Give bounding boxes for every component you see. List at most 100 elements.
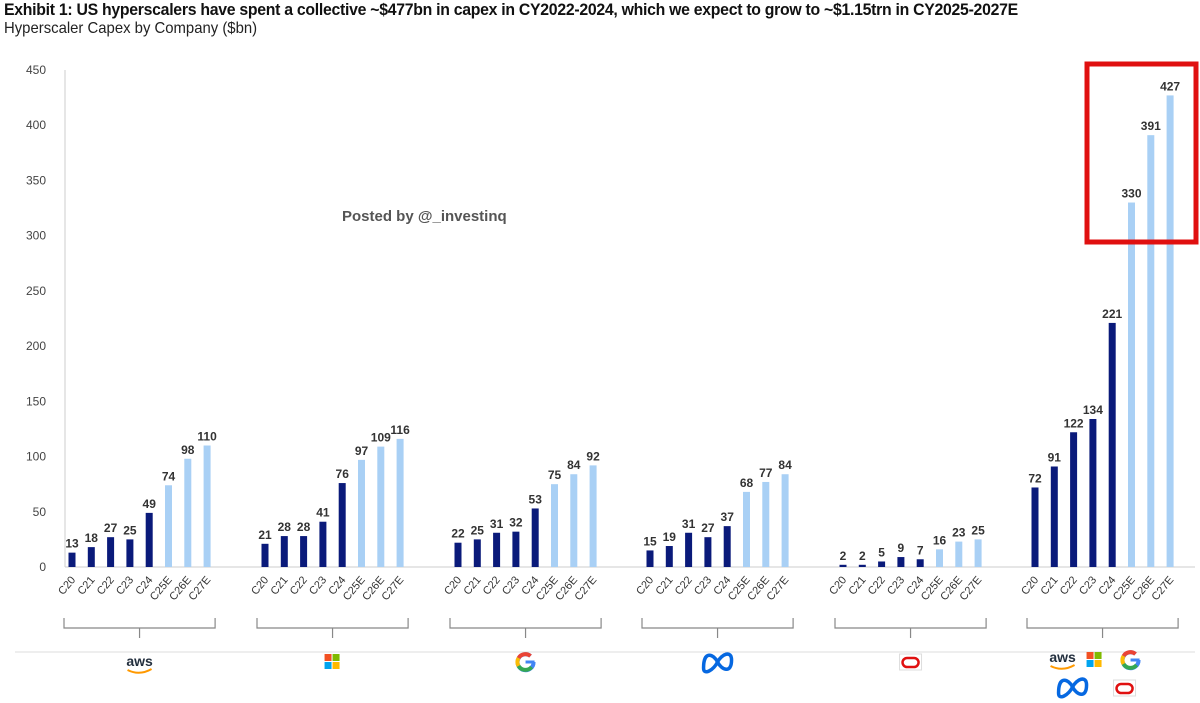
- x-tick-label: C22: [673, 574, 695, 597]
- bar-meta-C24: [723, 526, 731, 567]
- data-label: 134: [1083, 403, 1103, 417]
- data-label: 15: [643, 534, 657, 548]
- data-label: 116: [390, 423, 410, 437]
- data-label: 2: [859, 549, 866, 563]
- group-bracket: [641, 618, 794, 638]
- bar-google-C26E: [570, 474, 578, 567]
- bar-meta-C23: [704, 537, 712, 567]
- data-label: 391: [1141, 119, 1161, 133]
- group-bracket: [834, 618, 987, 638]
- bar-total-C26E: [1147, 135, 1155, 567]
- data-label: 110: [197, 430, 217, 444]
- data-label: 76: [336, 467, 350, 481]
- meta-logo: [1056, 677, 1089, 699]
- data-label: 5: [878, 545, 885, 559]
- data-label: 31: [490, 517, 504, 531]
- x-tick-label: C23: [114, 574, 136, 597]
- bar-aws-C22: [107, 537, 115, 567]
- x-tick-label: C21: [846, 574, 868, 597]
- x-tick-label: C22: [866, 574, 888, 597]
- data-label: 68: [740, 476, 754, 490]
- x-tick-label: C22: [481, 574, 503, 597]
- bar-google-C21: [473, 539, 481, 567]
- bar-google-C24: [531, 508, 539, 567]
- data-label: 32: [509, 516, 523, 530]
- oracle-logo: [901, 656, 920, 669]
- google-logo-green: [516, 664, 534, 672]
- bar-aws-C20: [68, 552, 76, 567]
- data-label: 221: [1102, 307, 1122, 321]
- meta-logo: [701, 652, 734, 674]
- x-tick-label: C21: [1038, 574, 1060, 597]
- bar-aws-C21: [87, 547, 95, 567]
- data-label: 2: [840, 549, 847, 563]
- bar-total-C25E: [1128, 202, 1135, 568]
- bar-total-C21: [1050, 466, 1058, 567]
- x-tick-label: C22: [95, 574, 117, 597]
- data-label: 109: [371, 431, 391, 445]
- bar-oracle-C26E: [955, 541, 963, 567]
- y-tick-label: 250: [26, 284, 46, 298]
- data-label: 7: [917, 543, 924, 557]
- data-label: 19: [663, 530, 677, 544]
- bar-aws-C27E: [203, 445, 211, 567]
- x-tick-label: C20: [634, 574, 656, 597]
- bar-microsoft-C25E: [358, 459, 365, 567]
- x-tick-label: C27E: [1150, 574, 1177, 603]
- group-bracket: [1026, 618, 1179, 638]
- oracle-logo: [1115, 682, 1134, 695]
- x-tick-label: C27E: [765, 574, 792, 603]
- bar-microsoft-C27E: [396, 438, 404, 567]
- y-tick-label: 200: [26, 339, 46, 353]
- x-tick-label: C27E: [958, 574, 985, 603]
- google-logo-yellow: [515, 657, 521, 667]
- bar-total-C20: [1031, 487, 1039, 567]
- y-tick-label: 300: [26, 229, 46, 243]
- data-label: 91: [1048, 450, 1062, 464]
- data-label: 28: [297, 520, 311, 534]
- data-label: 41: [316, 506, 330, 520]
- data-label: 23: [952, 526, 966, 540]
- bar-google-C20: [454, 542, 462, 567]
- x-tick-label: C20: [827, 574, 849, 597]
- x-tick-label: C27E: [187, 574, 214, 603]
- data-label: 25: [971, 523, 985, 537]
- x-tick-label: C27E: [573, 574, 600, 603]
- data-label: 97: [355, 444, 369, 458]
- group-bracket: [256, 618, 409, 638]
- x-tick-label: C21: [75, 574, 97, 597]
- bar-google-C22: [493, 532, 501, 567]
- data-label: 9: [898, 541, 905, 555]
- data-label: 49: [143, 497, 157, 511]
- bar-meta-C25E: [743, 491, 750, 567]
- data-label: 92: [586, 449, 600, 463]
- aws-logo: aws: [126, 653, 153, 669]
- bar-total-C22: [1070, 432, 1078, 567]
- bar-microsoft-C26E: [377, 446, 385, 567]
- data-label: 25: [123, 523, 137, 537]
- microsoft-logo: [1094, 660, 1102, 667]
- bar-google-C25E: [551, 484, 558, 567]
- x-tick-label: C20: [1019, 574, 1041, 597]
- data-label: 98: [181, 443, 195, 457]
- bar-oracle-C22: [878, 561, 886, 567]
- bar-microsoft-C22: [300, 536, 308, 567]
- y-tick-label: 150: [26, 394, 46, 408]
- y-tick-label: 100: [26, 450, 46, 464]
- bar-aws-C26E: [184, 458, 192, 567]
- google-logo-yellow: [1120, 655, 1126, 665]
- microsoft-logo: [324, 654, 332, 661]
- data-label: 427: [1160, 79, 1180, 93]
- x-tick-label: C21: [653, 574, 675, 597]
- x-tick-label: C20: [249, 574, 271, 597]
- y-tick-label: 400: [26, 118, 46, 132]
- data-label: 16: [933, 533, 947, 547]
- highlight-box: [1084, 61, 1199, 245]
- y-tick-label: 0: [39, 560, 46, 574]
- data-label: 25: [471, 523, 485, 537]
- x-tick-label: C23: [307, 574, 329, 597]
- y-tick-label: 350: [26, 173, 46, 187]
- aws-smile-icon: [1050, 664, 1076, 670]
- bar-aws-C23: [126, 539, 134, 567]
- data-label: 27: [104, 521, 118, 535]
